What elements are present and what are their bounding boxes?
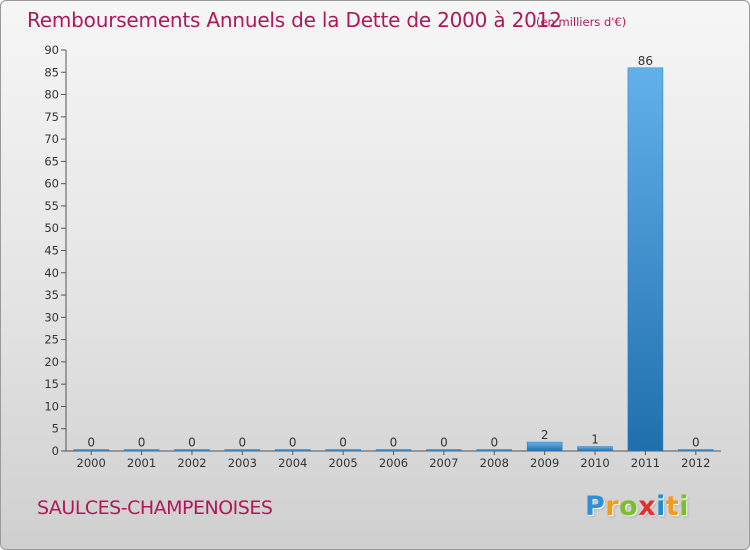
data-label: 0 (188, 436, 196, 450)
bar-2002 (174, 449, 210, 452)
x-tick-label: 2011 (631, 456, 660, 470)
bar-2008 (476, 449, 513, 452)
chart-unit-label: (en milliers d'€) (536, 15, 627, 29)
data-label: 86 (638, 54, 653, 68)
logo-letter: o (619, 491, 639, 522)
chart-title: Remboursements Annuels de la Dette de 20… (27, 8, 562, 32)
data-label: 2 (541, 428, 549, 442)
y-tick-label: 85 (44, 65, 59, 79)
town-name: SAULCES-CHAMPENOISES (37, 497, 273, 519)
proxiti-logo: Proxiti (585, 491, 689, 522)
data-label: 0 (87, 436, 95, 450)
y-tick-label: 55 (44, 199, 59, 213)
logo-letter: x (638, 491, 657, 522)
x-tick-label: 2003 (228, 456, 257, 470)
data-label: 0 (339, 436, 347, 450)
x-tick-label: 2009 (530, 456, 559, 470)
x-tick-label: 2004 (278, 456, 307, 470)
data-label: 0 (239, 436, 247, 450)
x-tick-label: 2010 (580, 456, 609, 470)
bar-2012 (678, 449, 714, 452)
data-label: 1 (591, 433, 599, 447)
x-tick-label: 2007 (429, 456, 458, 470)
x-tick-label: 2006 (379, 456, 408, 470)
data-label: 0 (289, 436, 297, 450)
data-label: 0 (390, 436, 398, 450)
bar-2003 (224, 449, 261, 452)
x-tick-label: 2012 (681, 456, 710, 470)
bar-2011 (627, 67, 664, 452)
y-tick-label: 5 (52, 422, 59, 436)
logo-letter: r (605, 491, 620, 522)
data-label: 0 (490, 436, 498, 450)
logo-letter: i (679, 491, 690, 522)
bar-2004 (274, 449, 311, 452)
y-tick-label: 15 (44, 377, 59, 391)
y-tick-label: 35 (44, 288, 59, 302)
x-tick-label: 2000 (77, 456, 106, 470)
y-tick-label: 40 (44, 266, 59, 280)
bar-2001 (123, 449, 160, 452)
y-tick-label: 30 (44, 310, 59, 324)
y-tick-label: 0 (52, 444, 59, 458)
bar-2007 (426, 449, 462, 452)
bar-2009 (526, 441, 563, 452)
bar-2010 (577, 446, 613, 452)
y-tick-label: 90 (44, 43, 59, 57)
y-tick-label: 60 (44, 177, 59, 191)
y-tick-label: 80 (44, 88, 59, 102)
y-tick-label: 70 (44, 132, 59, 146)
bar-2005 (325, 449, 361, 452)
x-tick-label: 2005 (328, 456, 357, 470)
logo-letter: t (665, 491, 680, 522)
data-label: 0 (692, 436, 700, 450)
y-tick-label: 25 (44, 333, 59, 347)
x-tick-label: 2001 (127, 456, 156, 470)
data-label: 0 (138, 436, 146, 450)
y-tick-label: 50 (44, 221, 59, 235)
bar-2006 (375, 449, 412, 452)
data-label: 0 (440, 436, 448, 450)
x-tick-label: 2008 (480, 456, 509, 470)
logo-letter: P (585, 491, 606, 522)
y-tick-label: 20 (44, 355, 59, 369)
x-tick-label: 2002 (177, 456, 206, 470)
y-tick-label: 75 (44, 110, 59, 124)
logo-letter: i (656, 491, 666, 522)
y-tick-label: 65 (44, 154, 59, 168)
y-tick-label: 10 (44, 399, 59, 413)
bar-2000 (73, 449, 109, 452)
y-tick-label: 45 (44, 244, 59, 258)
